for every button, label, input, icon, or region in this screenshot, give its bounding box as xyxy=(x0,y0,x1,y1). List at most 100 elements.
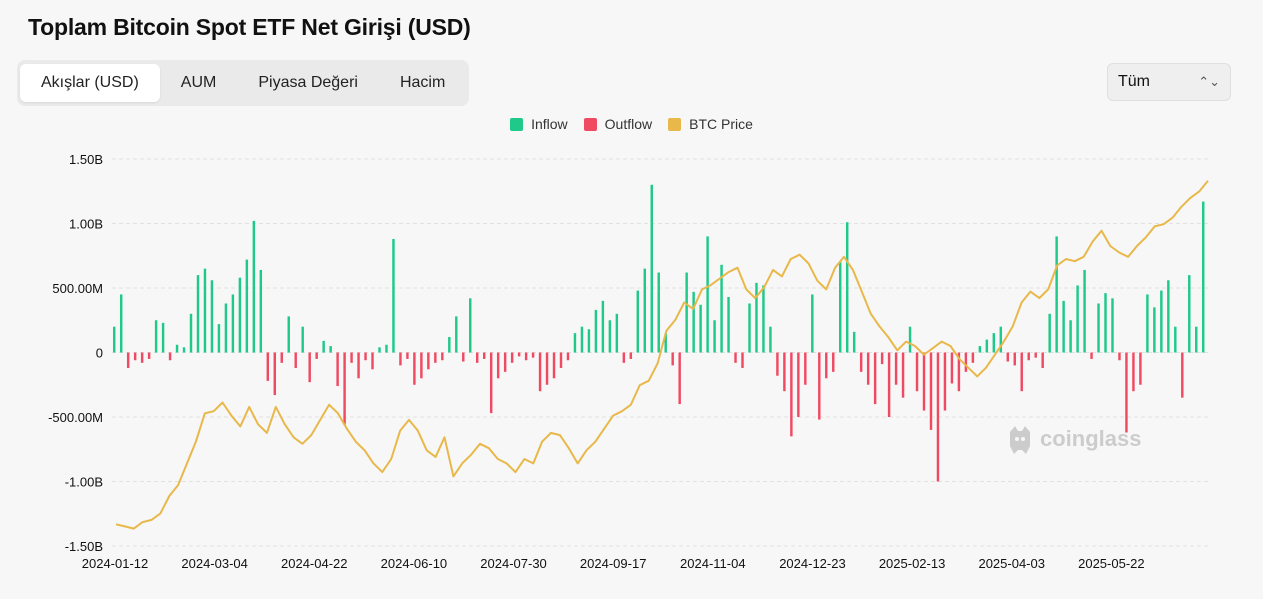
inflow-bar xyxy=(908,326,912,353)
x-tick-label: 2024-09-17 xyxy=(580,556,647,571)
inflow-swatch xyxy=(510,117,524,131)
inflow-bar xyxy=(1195,326,1198,353)
outflow-bar xyxy=(915,352,919,392)
outflow-bar xyxy=(538,352,542,392)
inflow-bar xyxy=(762,285,765,353)
outflow-bar xyxy=(315,352,318,359)
inflow-bar xyxy=(657,272,660,353)
outflow-bar xyxy=(734,352,737,363)
outflow-bar xyxy=(524,352,528,361)
inflow-bar xyxy=(392,238,395,353)
outflow-bar xyxy=(364,352,367,361)
inflow-bar xyxy=(594,309,598,353)
outflow-bar xyxy=(859,352,863,372)
inflow-bar xyxy=(839,262,842,353)
btc-price-line xyxy=(115,180,1209,530)
outflow-bar xyxy=(357,352,360,379)
inflow-bar xyxy=(1174,326,1177,353)
inflow-bar xyxy=(999,326,1003,353)
inflow-bar xyxy=(706,236,709,353)
legend-item-btc-price[interactable]: BTC Price xyxy=(668,116,753,132)
legend-label-btc-price: BTC Price xyxy=(689,116,753,132)
inflow-bar xyxy=(755,282,758,353)
x-tick-label: 2024-03-04 xyxy=(181,556,248,571)
outflow-bar xyxy=(1020,352,1023,392)
x-tick-label: 2024-06-10 xyxy=(381,556,448,571)
range-select[interactable]: Tüm ⌃⌄ xyxy=(1107,63,1231,101)
inflow-bar xyxy=(1097,303,1100,353)
outflow-bar xyxy=(476,352,479,363)
inflow-bar xyxy=(1069,320,1072,353)
page-title: Toplam Bitcoin Spot ETF Net Girişi (USD) xyxy=(28,14,471,40)
outflow-bar xyxy=(1090,352,1093,359)
outflow-bar xyxy=(510,352,514,363)
y-tick-label: 0 xyxy=(96,346,103,361)
metric-tabs: Akışlar (USD) AUM Piyasa Değeri Hacim xyxy=(17,60,470,106)
inflow-bar xyxy=(985,339,989,353)
y-tick-label: 500.00M xyxy=(52,281,103,296)
inflow-bar xyxy=(196,275,200,353)
outflow-bar xyxy=(559,352,563,368)
y-tick-label: -1.00B xyxy=(65,475,103,490)
outflow-bar xyxy=(678,352,681,405)
inflow-bar xyxy=(113,326,116,353)
inflow-bar xyxy=(643,268,646,353)
inflow-bar xyxy=(720,264,723,353)
y-tick-label: 1.50B xyxy=(69,152,103,167)
outflow-bar xyxy=(273,352,277,396)
inflow-bar xyxy=(601,300,605,353)
outflow-bar xyxy=(531,352,535,358)
outflow-bar xyxy=(1181,352,1184,398)
tab-flows[interactable]: Akışlar (USD) xyxy=(20,64,160,102)
inflow-bar xyxy=(580,326,584,353)
inflow-bar xyxy=(1188,275,1191,353)
x-tick-label: 2024-11-04 xyxy=(680,556,746,571)
outflow-bar xyxy=(1041,352,1044,368)
tab-market-cap[interactable]: Piyasa Değeri xyxy=(258,74,358,91)
outflow-bar xyxy=(922,352,926,411)
outflow-swatch xyxy=(583,117,597,131)
inflow-bar xyxy=(203,268,207,353)
legend-item-inflow[interactable]: Inflow xyxy=(510,116,568,132)
legend-item-outflow[interactable]: Outflow xyxy=(583,116,653,132)
outflow-bar xyxy=(406,352,409,359)
x-tick-label: 2025-02-13 xyxy=(879,556,946,571)
inflow-bar xyxy=(727,297,730,353)
inflow-bar xyxy=(245,259,249,353)
tab-volume[interactable]: Hacim xyxy=(399,74,446,91)
legend-label-outflow: Outflow xyxy=(604,116,653,132)
x-tick-label: 2025-05-22 xyxy=(1078,556,1145,571)
x-tick-label: 2024-01-12 xyxy=(82,556,149,571)
outflow-bar xyxy=(266,352,270,381)
inflow-bar xyxy=(692,291,695,353)
outflow-bar xyxy=(1125,352,1128,433)
inflow-bar xyxy=(636,290,640,353)
outflow-bar xyxy=(887,352,891,417)
inflow-bar xyxy=(685,272,688,353)
inflow-bar xyxy=(119,294,123,353)
outflow-bar xyxy=(873,352,877,405)
inflow-bar xyxy=(1048,313,1051,353)
inflow-bar xyxy=(664,333,667,353)
inflow-bar xyxy=(154,320,158,353)
y-tick-label: -1.50B xyxy=(65,539,103,554)
x-axis-tick-labels: 2024-01-12 2024-03-04 2024-04-22 2024-06-10… xyxy=(82,556,1145,571)
inflow-bar xyxy=(1062,300,1065,353)
up-down-chevron-icon: ⌃⌄ xyxy=(1198,74,1220,89)
outflow-bar xyxy=(818,352,821,420)
outflow-bar xyxy=(566,352,570,361)
outflow-bar xyxy=(462,352,465,362)
outflow-bar xyxy=(552,352,556,379)
outflow-bar xyxy=(964,352,968,372)
outflow-bar xyxy=(1034,352,1037,358)
inflow-bar xyxy=(1076,285,1079,353)
inflow-bar xyxy=(1146,294,1149,353)
inflow-bar xyxy=(811,294,814,353)
outflow-bar xyxy=(126,352,130,368)
inflow-bar xyxy=(852,331,856,353)
inflow-bar xyxy=(978,346,982,353)
inflow-bar xyxy=(378,347,381,353)
tab-aum[interactable]: AUM xyxy=(180,74,217,91)
inflow-bar xyxy=(1202,201,1205,353)
outflow-bar xyxy=(622,352,626,363)
